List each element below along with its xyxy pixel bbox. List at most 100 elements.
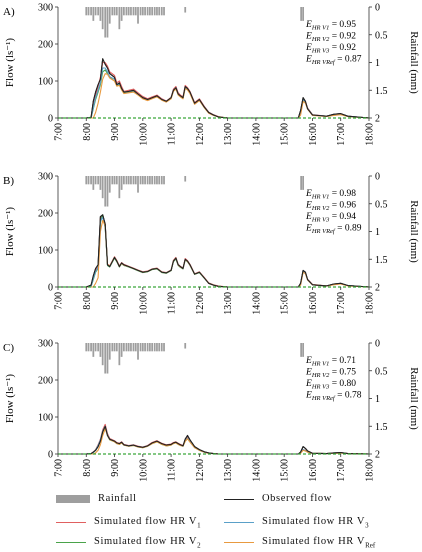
rainfall-bar xyxy=(141,7,144,16)
rainfall-bar xyxy=(141,343,144,352)
efficiency-symbol: E xyxy=(305,224,312,234)
rainfall-bar xyxy=(101,343,104,366)
y2-tick-label: 1 xyxy=(375,58,380,69)
rainfall-bar xyxy=(118,7,121,30)
panel-1: A) 0 100 200 300 0 0.5 1 1.5 2 7:00 8:00 9:00 10:00 11… xyxy=(3,3,420,146)
rainfall-bar xyxy=(99,7,102,21)
series-line-observed-top xyxy=(58,58,370,119)
rainfall-bar xyxy=(146,7,149,16)
x-tick-label: 12:00 xyxy=(195,292,206,315)
y-axis-title: Flow (ls⁻¹) xyxy=(4,38,16,87)
rainfall-bar xyxy=(113,7,116,16)
efficiency-subscript: HR V2 xyxy=(311,205,330,212)
y-tick-label: 0 xyxy=(48,450,53,461)
rainfall-bar xyxy=(97,7,100,16)
rainfall-bar xyxy=(127,176,130,185)
rainfall-bar xyxy=(300,7,303,21)
rainfall-bar xyxy=(151,343,154,352)
y2-axis-title: Rainfall (mm) xyxy=(408,367,420,430)
efficiency-value: = 0.92 xyxy=(329,32,356,42)
efficiency-symbol: E xyxy=(305,391,312,401)
y-axis-title: Flow (ls⁻¹) xyxy=(4,207,16,256)
rainfall-bar xyxy=(146,176,149,185)
rainfall-bar xyxy=(151,176,154,185)
rainfall-bar xyxy=(115,7,118,16)
efficiency-symbol: E xyxy=(305,32,312,42)
efficiency-subscript: HR V2 xyxy=(311,36,330,43)
efficiency-value: = 0.96 xyxy=(329,201,356,211)
series-line-observed-top xyxy=(58,425,370,455)
x-tick-label: 14:00 xyxy=(251,459,262,482)
rainfall-bar xyxy=(144,7,146,16)
rainfall-bar xyxy=(104,343,107,374)
y2-tick-label: 2 xyxy=(375,283,380,294)
efficiency-value: = 0.87 xyxy=(335,55,362,65)
efficiency-annotation: EHR V1 = 0.95 xyxy=(305,20,356,32)
x-tick-label: 9:00 xyxy=(110,292,121,310)
rainfall-bar xyxy=(160,176,163,185)
x-tick-label: 17:00 xyxy=(336,292,347,315)
x-tick-label: 17:00 xyxy=(336,123,347,146)
rainfall-bar xyxy=(101,176,104,199)
series-line-observed-top xyxy=(58,214,370,288)
efficiency-annotation: EHR V1 = 0.98 xyxy=(305,189,356,201)
panel-label: B) xyxy=(3,175,14,187)
y2-tick-label: 1 xyxy=(375,394,380,405)
panel-label: C) xyxy=(3,342,14,354)
efficiency-annotation: EHR V2 = 0.96 xyxy=(305,201,356,213)
rainfall-bar xyxy=(163,7,165,16)
y-axis-title: Flow (ls⁻¹) xyxy=(4,374,16,423)
efficiency-annotation: EHR V2 = 0.75 xyxy=(305,368,356,380)
y2-axis-title: Rainfall (mm) xyxy=(408,200,420,263)
efficiency-value: = 0.95 xyxy=(329,20,356,30)
y-tick-label: 100 xyxy=(38,413,53,424)
efficiency-annotation: EHR VRef = 0.89 xyxy=(305,224,362,236)
efficiency-subscript: HR VRef xyxy=(311,59,336,66)
efficiency-annotation: EHR VRef = 0.78 xyxy=(305,391,362,403)
rainfall-bar xyxy=(137,176,139,193)
y-tick-label: 200 xyxy=(38,376,53,387)
efficiency-value: = 0.94 xyxy=(329,212,356,222)
rainfall-bars xyxy=(85,7,305,38)
panel-label: A) xyxy=(3,6,15,18)
efficiency-value: = 0.92 xyxy=(329,43,356,53)
rainfall-bar xyxy=(90,343,92,352)
y-tick-label: 100 xyxy=(38,246,53,257)
rainfall-bar xyxy=(120,343,123,357)
y2-tick-label: 1.5 xyxy=(375,86,388,97)
x-tick-label: 13:00 xyxy=(223,292,234,315)
series-line-v2 xyxy=(58,69,370,119)
y2-tick-label: 2 xyxy=(375,114,380,125)
rainfall-bar xyxy=(115,343,118,352)
y2-tick-label: 2 xyxy=(375,450,380,461)
efficiency-annotation: EHR V3 = 0.92 xyxy=(305,43,356,55)
y-tick-label: 100 xyxy=(38,77,53,88)
rainfall-bar xyxy=(87,7,90,16)
rainfall-bar xyxy=(156,7,158,16)
y2-tick-label: 0.5 xyxy=(375,30,388,41)
x-tick-label: 14:00 xyxy=(251,123,262,146)
rainfall-bar xyxy=(144,176,146,185)
efficiency-annotation: EHR VRef = 0.87 xyxy=(305,55,362,67)
rainfall-bar xyxy=(134,176,137,185)
y2-tick-label: 0 xyxy=(375,172,380,183)
rainfall-bar xyxy=(111,7,114,16)
rainfall-bar xyxy=(122,7,125,16)
series-line-vref xyxy=(58,73,370,119)
rainfall-bar xyxy=(99,176,102,190)
rainfall-bar xyxy=(149,7,151,16)
rainfall-bar xyxy=(111,176,114,185)
rainfall-bar xyxy=(300,343,303,357)
rainfall-bar xyxy=(94,176,97,185)
efficiency-symbol: E xyxy=(305,55,312,65)
rainfall-bar xyxy=(158,176,161,185)
rainfall-bar xyxy=(101,7,104,30)
rainfall-bar xyxy=(149,343,151,352)
x-tick-label: 10:00 xyxy=(138,123,149,146)
rainfall-bar xyxy=(163,176,165,185)
rainfall-bar xyxy=(122,176,125,185)
rainfall-bar xyxy=(115,176,118,185)
efficiency-value: = 0.78 xyxy=(335,391,362,401)
rainfall-bar xyxy=(184,343,187,349)
efficiency-symbol: E xyxy=(305,356,312,366)
